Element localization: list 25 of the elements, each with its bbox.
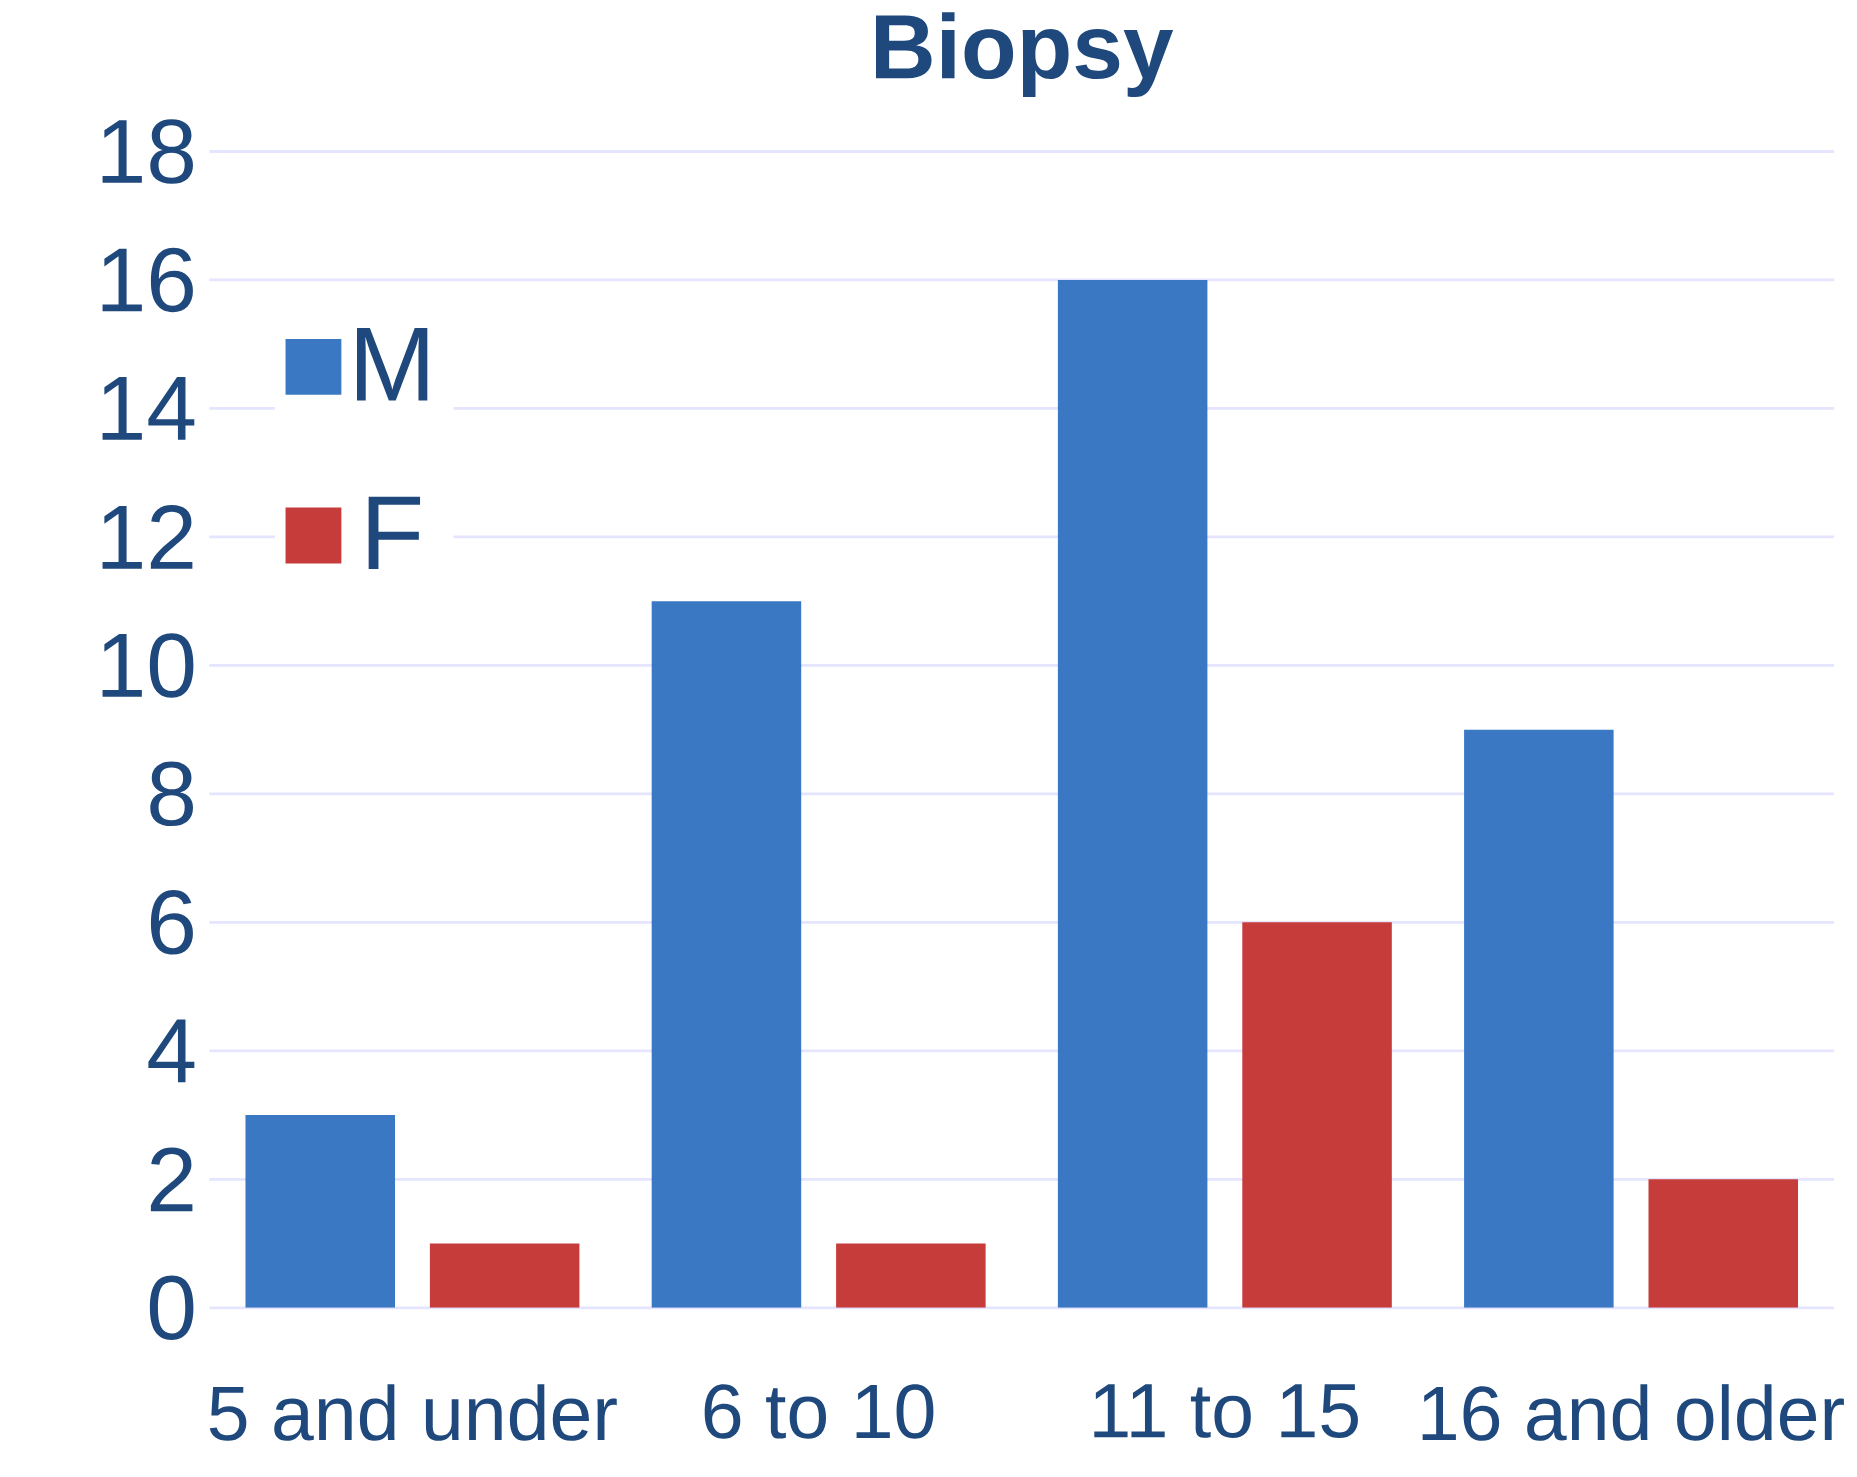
bar [245,1114,395,1308]
x-tick-label: 6 to 10 [704,1384,934,1439]
bar [1648,1179,1799,1308]
bar [1057,279,1208,1308]
y-tick-label: 2 [150,1147,193,1211]
bar [1242,922,1392,1308]
y-tick-label: 10 [102,633,194,698]
legend-label: M [356,327,428,401]
chart-title: Biopsy [876,12,1174,97]
x-tick-label: 11 to 15 [1094,1384,1358,1438]
bar [1464,729,1614,1308]
x-tick-label: 5 and under [209,1384,617,1441]
y-tick-label: 4 [148,1019,195,1083]
bar [836,1243,986,1308]
y-tick-label: 6 [150,889,193,955]
legend-label: F [368,496,421,569]
bar [429,1243,580,1308]
x-tick-label: 16 and older [1422,1384,1844,1441]
y-tick-label: 16 [102,247,193,313]
y-tick-label: 8 [150,761,194,826]
bar [651,601,802,1308]
y-tick-label: 12 [102,504,193,569]
y-tick-label: 14 [102,376,195,440]
y-tick-label: 18 [102,119,193,184]
y-tick-label: 0 [149,1275,194,1340]
